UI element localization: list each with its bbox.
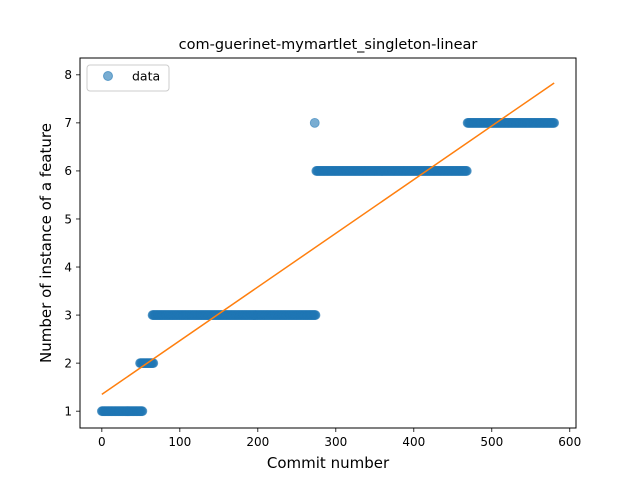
legend: data bbox=[86, 64, 170, 92]
axes-frame bbox=[79, 57, 577, 429]
y-axis: 1 2 3 4 5 6 7 8 bbox=[64, 68, 80, 418]
data-point bbox=[137, 406, 148, 417]
data-point bbox=[549, 117, 560, 128]
x-tick-label: 500 bbox=[480, 435, 503, 449]
fit-line bbox=[101, 82, 555, 395]
chart-title: com-guerinet-mymartlet_singleton-linear bbox=[179, 37, 478, 53]
plot-area bbox=[96, 82, 560, 417]
y-tick-label: 1 bbox=[64, 404, 72, 418]
y-axis-label: Number of instance of a feature bbox=[37, 123, 55, 363]
y-tick-label: 6 bbox=[64, 164, 72, 178]
x-tick-label: 0 bbox=[98, 435, 106, 449]
x-tick-label: 600 bbox=[558, 435, 581, 449]
y-tick-label: 7 bbox=[64, 116, 72, 130]
legend-label-data: data bbox=[132, 69, 160, 84]
y-tick-label: 5 bbox=[64, 212, 72, 226]
x-tick-label: 400 bbox=[402, 435, 425, 449]
y-tick-label: 4 bbox=[64, 260, 72, 274]
x-tick-label: 200 bbox=[246, 435, 269, 449]
legend-marker-data bbox=[103, 71, 113, 81]
x-tick-label: 300 bbox=[324, 435, 347, 449]
y-tick-label: 2 bbox=[64, 356, 72, 370]
x-axis-label: Commit number bbox=[267, 454, 390, 472]
y-tick-label: 3 bbox=[64, 308, 72, 322]
data-point bbox=[148, 358, 159, 369]
y-tick-label: 8 bbox=[64, 68, 72, 82]
data-point bbox=[310, 310, 321, 320]
x-axis: 0 100 200 300 400 500 600 bbox=[98, 428, 581, 449]
data-point-outlier bbox=[309, 117, 320, 128]
data-point bbox=[461, 166, 472, 176]
x-tick-label: 100 bbox=[168, 435, 191, 449]
